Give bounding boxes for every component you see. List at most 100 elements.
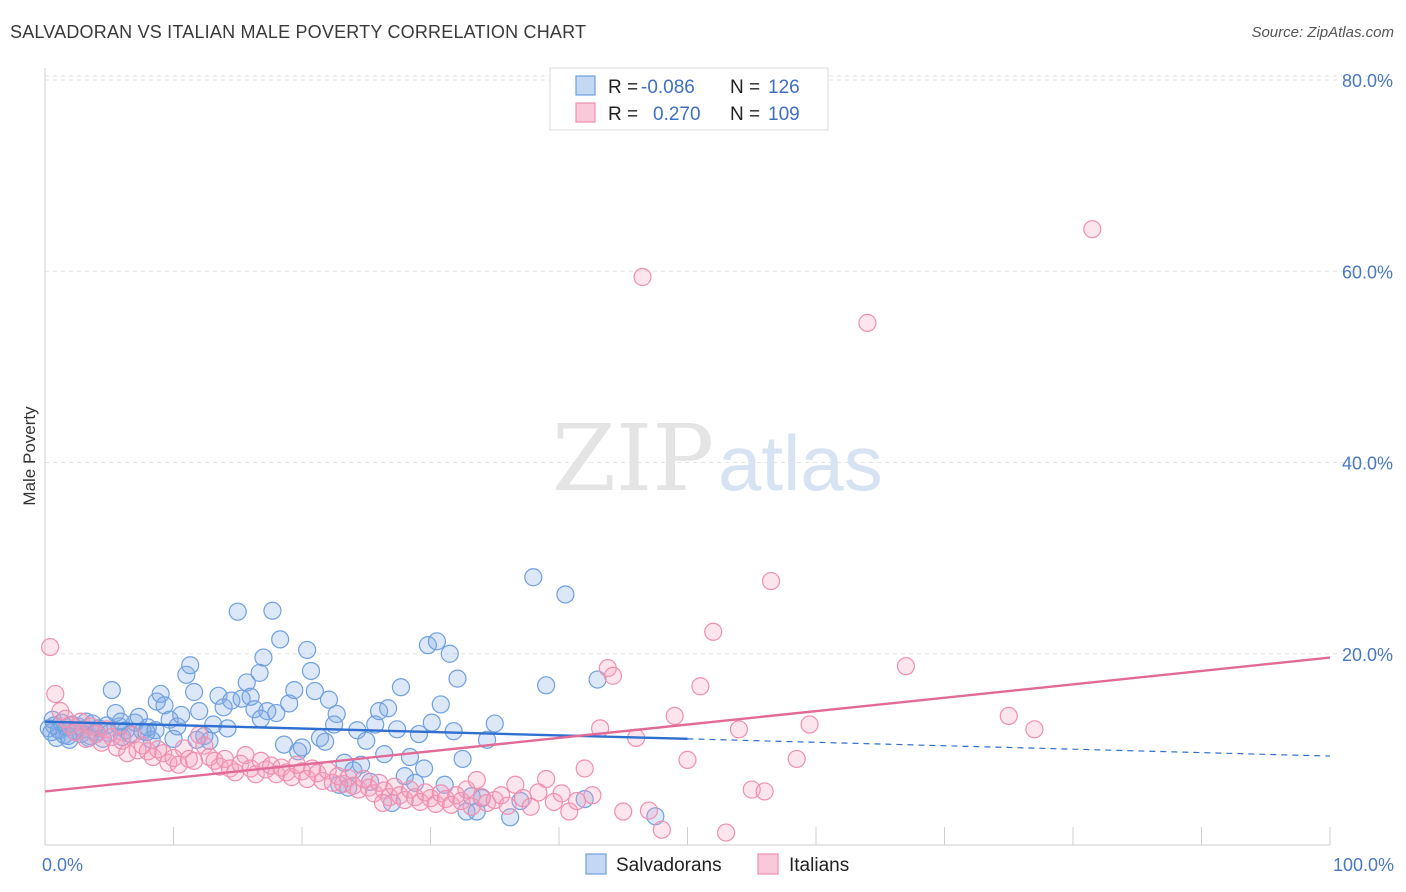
- italian-point-93: [537, 769, 556, 789]
- italian-point-122: [1083, 220, 1102, 239]
- salvadoran-point-68: [301, 661, 321, 681]
- watermark-zip: ZIP: [552, 405, 714, 512]
- italian-point-75: [426, 794, 445, 813]
- italian-point-92: [529, 783, 548, 802]
- italian-point-121: [1025, 720, 1044, 739]
- italian-point-103: [614, 802, 633, 821]
- italian-point-25: [169, 755, 188, 774]
- salvadoran-point-72: [319, 690, 339, 709]
- italian-point-18: [133, 736, 152, 755]
- y-axis-label: Male Poverty: [20, 406, 39, 506]
- italian-point-110: [704, 622, 723, 641]
- italian-point-97: [567, 791, 587, 811]
- italian-point-22: [154, 744, 173, 763]
- salvadoran-point-46: [204, 715, 223, 734]
- bottom-swatch-salvadorans: [585, 853, 607, 875]
- italian-point-109: [691, 677, 710, 696]
- salvadoran-point-71: [316, 732, 335, 751]
- y-tick-labels: 20.0% 40.0% 60.0% 80.0%: [1342, 71, 1393, 665]
- salvadoran-point-64: [285, 680, 304, 700]
- italian-point-88: [498, 796, 517, 815]
- salvadoran-point-111: [524, 568, 543, 587]
- italian-point-28: [184, 751, 204, 770]
- italian-point-119: [896, 657, 916, 676]
- stats-legend: R = -0.086 N = 126 R = 0.270 N = 109: [549, 67, 829, 131]
- salvadoran-point-112: [537, 676, 556, 695]
- italian-trend-line: [44, 656, 1331, 793]
- italian-point-111: [716, 823, 736, 842]
- italian-point-76: [431, 784, 450, 803]
- salvadoran-point-23: [106, 703, 125, 723]
- y-tick-label-3: 80.0%: [1342, 71, 1393, 91]
- legend-r-label-1: R =: [608, 77, 638, 98]
- legend-n-value-2: 109: [768, 104, 800, 125]
- salvadoran-point-92: [409, 724, 429, 744]
- italian-point-83: [467, 770, 486, 790]
- salvadoran-point-69: [305, 681, 324, 701]
- italian-point-80: [452, 791, 471, 811]
- source-credit: Source: ZipAtlas.com: [1251, 24, 1394, 41]
- salvadoran-point-29: [129, 707, 148, 726]
- italian-point-95: [552, 784, 571, 803]
- salvadoran-point-42: [184, 682, 204, 702]
- chart-title: SALVADORAN VS ITALIAN MALE POVERTY CORRE…: [10, 22, 587, 42]
- salvadoran-point-82: [366, 715, 385, 734]
- salvadoran-point-98: [435, 775, 454, 794]
- salvadoran-point-84: [375, 745, 394, 764]
- salvadoran-point-80: [357, 731, 376, 750]
- legend-r-label-2: R =: [608, 104, 638, 125]
- salvadoran-point-99: [440, 644, 459, 663]
- salvadoran-point-119: [251, 709, 270, 728]
- italian-point-98: [575, 759, 594, 778]
- italian-point-74: [421, 789, 440, 808]
- salvadoran-point-67: [298, 640, 317, 660]
- salvadoran-point-88: [391, 678, 411, 697]
- salvadoran-point-100: [444, 722, 463, 741]
- salvadoran-point-113: [556, 585, 575, 604]
- italian-point-123: [373, 793, 393, 813]
- y-tick-label-1: 40.0%: [1342, 454, 1393, 474]
- salvadoran-point-63: [280, 694, 299, 713]
- italian-point-61: [354, 769, 373, 789]
- italian-point-117: [633, 267, 652, 287]
- salvadoran-point-66: [292, 738, 312, 757]
- legend-n-value-1: 126: [768, 77, 800, 98]
- salvadoran-trend-line-extension: [687, 738, 1331, 757]
- salvadoran-point-94: [418, 636, 438, 655]
- italian-point-116: [800, 715, 819, 734]
- salvadoran-point-93: [414, 759, 434, 778]
- italian-point-1: [46, 684, 65, 704]
- salvadoran-point-41: [181, 656, 200, 675]
- italian-point-78: [441, 795, 461, 814]
- italian-point-77: [436, 789, 456, 809]
- italian-point-50: [298, 769, 317, 789]
- italian-point-120: [999, 706, 1018, 726]
- italian-point-67: [385, 777, 404, 796]
- salvadoran-point-49: [218, 719, 237, 738]
- italian-point-30: [195, 736, 214, 755]
- salvadoran-point-51: [228, 602, 247, 621]
- italian-point-124: [755, 782, 774, 801]
- italian-point-26: [174, 739, 193, 758]
- salvadoran-point-40: [177, 665, 196, 684]
- italian-point-0: [41, 637, 60, 657]
- salvadoran-point-59: [263, 601, 282, 620]
- italian-point-106: [652, 820, 671, 839]
- y-tick-label-2: 60.0%: [1342, 262, 1393, 282]
- italian-point-114: [761, 571, 781, 591]
- salvadoran-point-124: [111, 712, 130, 731]
- salvadoran-point-61: [271, 630, 290, 649]
- italian-point-9: [87, 724, 106, 744]
- salvadoran-point-96: [427, 632, 447, 651]
- salvadoran-point-102: [453, 749, 472, 769]
- data-points: [39, 220, 1102, 842]
- salvadoran-point-118: [146, 721, 165, 740]
- legend-swatch-salvadorans: [575, 75, 596, 96]
- salvadoran-point-53: [237, 673, 256, 692]
- salvadoran-point-57: [254, 648, 273, 667]
- x-tick-label-0: 0.0%: [42, 855, 83, 875]
- italian-point-99: [583, 786, 602, 805]
- legend-n-label-1: N =: [730, 77, 760, 98]
- italian-point-112: [729, 720, 749, 739]
